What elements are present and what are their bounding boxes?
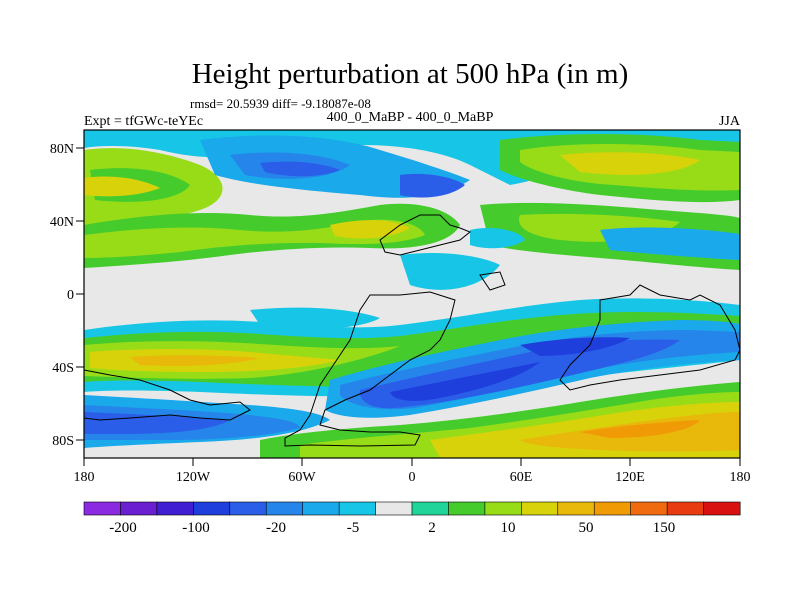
colorbar-swatch [83,501,121,516]
season-label: JJA [719,114,741,129]
colorbar-swatch [411,501,449,516]
colorbar-swatch [448,501,486,516]
colorbar-tick-label: 150 [653,520,676,536]
colorbar-swatch [521,501,559,516]
colorbar-swatch [703,501,741,516]
experiment-label: Expt = tfGWc-teYEc [84,114,203,129]
y-tick-label: 80S [52,434,74,449]
colorbar-swatch [120,501,158,516]
y-tick-label: 40N [50,215,74,230]
colorbar-swatch [265,501,304,516]
colorbar [83,501,741,516]
x-tick-label: 180 [74,470,95,485]
colorbar-swatch [156,501,194,516]
colorbar-swatch [338,501,377,516]
colorbar-swatch [593,501,632,516]
continent-outlines [84,214,740,447]
y-tick-label: 0 [67,288,74,303]
colorbar-swatch [302,501,340,516]
center-label: 400_0_MaBP - 400_0_MaBP [327,110,494,125]
colorbar-tick-label: -200 [109,520,137,536]
x-tick-label: 60W [288,470,316,485]
colorbar-swatch [375,501,413,516]
x-tick-label: 120W [176,470,211,485]
colorbar-tick-label: -5 [347,520,360,536]
y-tick-label: 40S [52,361,74,376]
colorbar-swatch [666,501,705,516]
colorbar-labels: -200 -100 -20 -5 2 10 50 150 [109,520,675,536]
axis-ticks [76,147,741,466]
colorbar-swatch [557,501,595,516]
x-tick-label: 60E [510,470,533,485]
colorbar-tick-label: 2 [428,520,436,536]
colorbar-swatch [229,501,267,516]
colorbar-tick-label: 10 [501,520,516,536]
colorbar-tick-label: -20 [266,520,286,536]
x-tick-labels: 180 120W 60W 0 60E 120E 180 [74,470,751,485]
chart-title: Height perturbation at 500 hPa (in m) [192,58,629,90]
colorbar-swatch [484,501,522,516]
height-field [84,130,740,458]
colorbar-tick-label: -100 [182,520,210,536]
colorbar-swatch [193,501,231,516]
y-tick-labels: 80N 40N 0 40S 80S [50,142,74,449]
x-tick-label: 180 [730,470,751,485]
stats-text: rmsd= 20.5939 diff= -9.18087e-08 [190,96,371,111]
colorbar-swatch [630,501,668,516]
colorbar-tick-label: 50 [579,520,594,536]
x-tick-label: 120E [615,470,645,485]
y-tick-label: 80N [50,142,74,157]
x-tick-label: 0 [409,470,416,485]
